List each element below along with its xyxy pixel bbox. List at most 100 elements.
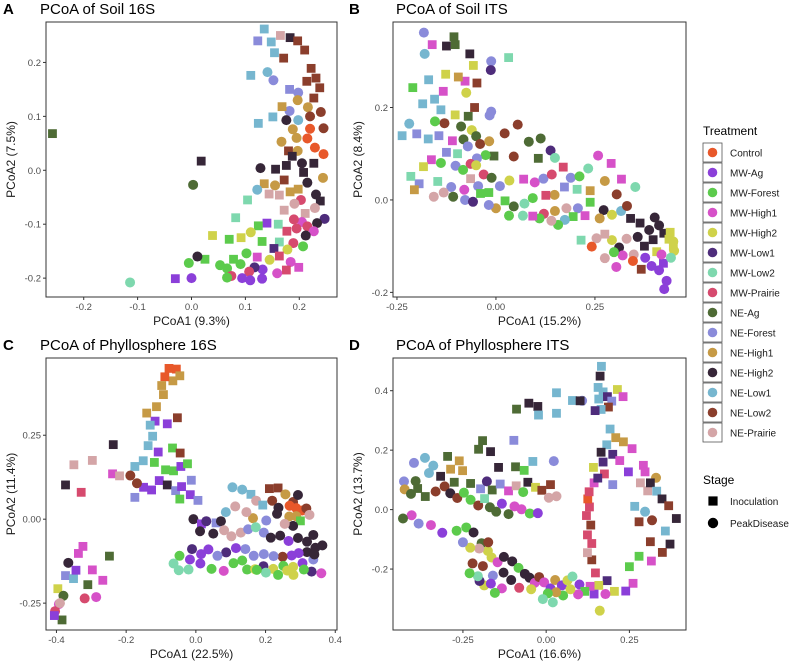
legend-swatch — [707, 167, 718, 178]
data-point — [248, 550, 259, 561]
data-point — [596, 405, 606, 414]
legend-swatch — [707, 227, 718, 238]
data-point — [184, 554, 195, 565]
data-point — [258, 527, 269, 538]
data-point — [636, 264, 646, 274]
y-axis-title: PCoA2 (13.7%) — [351, 452, 365, 535]
data-point — [600, 229, 610, 239]
data-point — [640, 241, 649, 251]
y-tick-label: 0.00 — [23, 515, 42, 526]
data-point — [149, 458, 159, 467]
data-point — [215, 516, 226, 527]
data-point — [168, 558, 179, 569]
legend-item-control: Control — [702, 142, 762, 163]
data-point — [549, 206, 560, 217]
data-point — [668, 236, 679, 247]
data-point — [504, 53, 514, 62]
data-point — [661, 275, 672, 286]
x-tick-label: -0.1 — [129, 302, 145, 313]
data-point — [575, 396, 585, 406]
data-point — [511, 481, 521, 491]
data-point — [541, 190, 551, 200]
legend-swatch — [707, 247, 718, 258]
data-point — [305, 123, 316, 134]
data-point — [69, 574, 78, 584]
data-point — [423, 468, 434, 479]
data-point — [258, 549, 269, 560]
data-point — [458, 466, 467, 476]
data-point — [130, 462, 140, 471]
data-point — [494, 462, 503, 472]
data-point — [583, 530, 592, 540]
legend-label: MW-Ag — [730, 169, 763, 180]
data-point — [257, 237, 267, 246]
data-point — [211, 518, 221, 528]
data-point — [296, 516, 305, 526]
data-point — [543, 492, 554, 503]
data-point — [299, 168, 308, 177]
data-point — [279, 53, 289, 63]
data-point — [630, 501, 640, 511]
data-point — [596, 447, 606, 457]
data-point — [61, 480, 70, 490]
data-point — [457, 537, 468, 548]
data-point — [527, 193, 538, 204]
data-point — [203, 544, 214, 555]
data-point — [509, 435, 519, 445]
data-point — [270, 48, 279, 58]
data-point — [585, 197, 595, 207]
data-point — [49, 611, 59, 620]
data-point — [177, 482, 186, 492]
data-point — [281, 115, 292, 126]
data-point — [478, 436, 487, 446]
legend-swatch — [707, 407, 718, 418]
y-tick-label: -0.1 — [25, 220, 41, 231]
data-point — [486, 56, 497, 67]
data-point — [315, 196, 325, 206]
legend-label: PeakDisease — [730, 519, 789, 530]
data-point — [309, 142, 320, 153]
data-point — [645, 537, 655, 547]
data-point — [241, 507, 252, 518]
data-point — [279, 518, 290, 529]
data-point — [215, 260, 226, 271]
y-tick-label: 0.2 — [375, 103, 388, 114]
data-point — [406, 171, 416, 181]
data-point — [318, 149, 329, 160]
data-point — [507, 556, 518, 567]
data-point — [447, 136, 457, 146]
legend-label: NE-Low2 — [730, 409, 772, 420]
data-point — [618, 392, 628, 402]
data-point — [279, 175, 289, 185]
plot-area-c: -0.4 -0.2 0.0 0.2 0.4 -0.25 0.00 0.25 PCoA1 (22.… — [4, 357, 342, 661]
panel-c: C PCoA of Phyllosphere 16S -0.4 -0.2 0.0 0.… — [3, 337, 342, 661]
data-point — [611, 189, 622, 200]
y-tick-label: -0.2 — [372, 288, 388, 299]
data-point — [311, 73, 321, 83]
data-point — [645, 478, 655, 488]
x-tick-label: 0.1 — [239, 302, 252, 313]
data-point — [430, 486, 441, 497]
data-point — [489, 151, 499, 161]
data-point — [671, 514, 681, 523]
data-point — [453, 149, 462, 159]
data-point — [253, 118, 263, 128]
data-point — [549, 152, 560, 163]
panel-a: A PCoA of Soil 16S -0.2 -0.1 0.0 0.1 0.2-0.2… — [3, 1, 338, 328]
data-point — [558, 162, 568, 172]
data-point — [152, 402, 161, 412]
panel-letter-d: D — [349, 337, 360, 354]
data-point — [484, 110, 495, 121]
data-point — [470, 103, 479, 112]
data-point — [235, 259, 246, 270]
data-point — [518, 487, 529, 498]
data-point — [54, 598, 65, 609]
data-point — [398, 476, 409, 487]
data-point — [552, 408, 561, 418]
data-point — [438, 86, 448, 96]
data-point — [157, 381, 167, 390]
x-tick-label: 0.2 — [293, 302, 306, 313]
data-point — [308, 529, 319, 540]
data-point — [442, 147, 451, 157]
data-point — [599, 175, 610, 186]
